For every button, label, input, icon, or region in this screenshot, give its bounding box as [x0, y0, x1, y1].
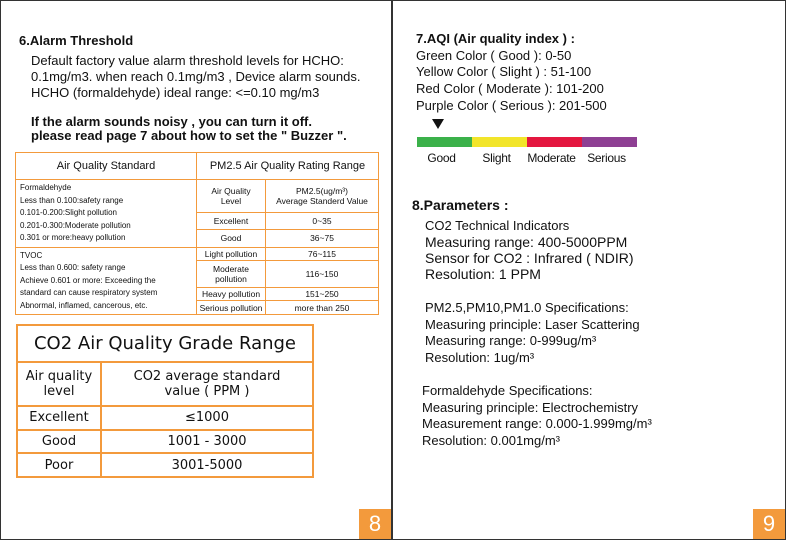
param-line: Resolution: 1 PPM [425, 266, 541, 282]
table-cell: Serious pollution [196, 300, 266, 315]
page-number: 9 [753, 509, 785, 539]
table-cell: Good [196, 229, 266, 248]
table-row: Moderate pollution 116~150 [16, 260, 379, 288]
param-block: PM2.5,PM10,PM1.0 Specifications: Measurin… [425, 300, 640, 367]
table-row: Excellent ≤1000 [16, 405, 314, 431]
co2-table: CO2 Air Quality Grade Range Air quality … [16, 324, 314, 478]
text-line: please read page 7 about how to set the … [31, 128, 347, 143]
text-line: PM2.5,PM10,PM1.0 Specifications: [425, 300, 629, 315]
color-segment [472, 137, 527, 147]
table-cell: Heavy pollution [196, 286, 266, 302]
text-line: Formaldehyde Specifications: [422, 383, 593, 398]
text-line: Yellow Color ( Slight ) : 51-100 [416, 64, 592, 80]
table-row: Excellent 0~35 [16, 211, 379, 231]
scale-label: Serious [587, 151, 626, 165]
table-cell: Excellent [196, 211, 266, 231]
text-line: HCHO (formaldehyde) ideal range: <=0.10 … [31, 85, 320, 100]
color-segment [527, 137, 582, 147]
scale-label: Slight [482, 151, 511, 165]
section-heading: 7.AQI (Air quality index ) : [416, 31, 575, 46]
table-cell: ≤1000 [100, 405, 314, 431]
text-line: Resolution: 1ug/m³ [425, 350, 535, 366]
table-row: Good 36~75 [16, 229, 379, 248]
text-line: 0.301 or more:heavy pollution [20, 233, 126, 242]
table-cell: Good [16, 428, 102, 455]
table-cell: Excellent [16, 405, 102, 431]
text-line: Measurement range: 0.000-1.999mg/m³ [422, 416, 652, 432]
text-line: Resolution: 0.001mg/m³ [422, 433, 561, 449]
scale-label: Moderate [527, 151, 576, 165]
param-line: Measuring range: 400-5000PPM [425, 234, 628, 250]
section-heading: 6.Alarm Threshold [19, 33, 134, 48]
text-line: TVOC [20, 250, 43, 260]
color-segment [417, 137, 472, 147]
tvoc-cell: TVOC Less than 0.600: safety range Achieve… [15, 246, 197, 315]
table-cell: 36~75 [265, 229, 379, 248]
table-row: Serious pollution more than 250 [16, 300, 379, 315]
text-line: Less than 0.600: safety range [20, 263, 126, 272]
text-line: Achieve 0.601 or more: Exceeding the [20, 275, 156, 285]
text-line: Measuring range: 0-999ug/m³ [425, 333, 597, 349]
table-header: Air quality level [16, 361, 102, 407]
color-segment [582, 137, 637, 147]
table-cell: 116~150 [265, 260, 379, 288]
aqi-lines: Green Color ( Good ): 0-50 Yellow Color (… [416, 48, 607, 115]
table-header: Air Quality Standard [15, 152, 197, 180]
paragraph: Default factory value alarm threshold le… [31, 53, 360, 101]
text-line: Green Color ( Good ): 0-50 [416, 47, 572, 63]
left-page: 6.Alarm Threshold Default factory value … [0, 0, 392, 540]
table-cell: 151~250 [265, 286, 379, 302]
table-header: PM2.5 Air Quality Rating Range [196, 152, 379, 180]
table-cell: 76~115 [265, 246, 379, 262]
text-line: 0.1mg/m3. when reach 0.1mg/m3 , Device a… [31, 69, 361, 84]
text-line: Abnormal, inflamed, cancerous, etc. [20, 300, 148, 310]
note: If the alarm sounds noisy , you can turn… [31, 115, 347, 143]
formaldehyde-cell: Formaldehyde Less than 0.100:safety range… [15, 179, 197, 248]
table-row: Poor 3001-5000 [16, 452, 314, 478]
table-cell: Air Quality Level [196, 179, 266, 213]
text-line: Measuring principle: Laser Scattering [425, 316, 640, 332]
text-line: standard can cause respiratory system [20, 288, 158, 297]
text-line: Red Color ( Moderate ): 101-200 [416, 81, 604, 97]
text-line: Less than 0.100:safety range [20, 195, 124, 205]
page-number: 8 [359, 509, 391, 539]
table-title: CO2 Air Quality Grade Range [16, 324, 314, 363]
table-cell: 3001-5000 [100, 452, 314, 478]
param-block: CO2 Technical Indicators Measuring range… [425, 218, 634, 282]
block-title: CO2 Technical Indicators [425, 218, 570, 233]
table-cell: Light pollution [196, 246, 266, 262]
pointer-icon [432, 119, 444, 129]
table-cell: more than 250 [265, 300, 379, 315]
table-cell: PM2.5(ug/m³) Average Standerd Value [265, 179, 379, 213]
text-line: Purple Color ( Serious ): 201-500 [416, 97, 607, 113]
standard-table: Air Quality Standard PM2.5 Air Quality R… [15, 152, 379, 315]
scale-label: Good [427, 151, 456, 165]
table-cell: 0~35 [265, 211, 379, 231]
aqi-section: 7.AQI (Air quality index ) : Green Color… [416, 31, 607, 115]
text-line: Formaldehyde [20, 183, 72, 192]
table-row: Good 1001 - 3000 [16, 428, 314, 455]
table-cell: Poor [16, 452, 102, 478]
param-line: Sensor for CO2 : Infrared ( NDIR) [425, 250, 634, 266]
table-row: TVOC Less than 0.600: safety range Achieve… [15, 246, 379, 315]
text-line: If the alarm sounds noisy , you can turn… [31, 114, 312, 129]
table-cell: Moderate pollution [196, 260, 266, 288]
section-heading: 8.Parameters : [412, 197, 509, 213]
table-row: Heavy pollution 151~250 [16, 286, 379, 302]
text-line: Measuring principle: Electrochemistry [422, 399, 639, 415]
table-header: CO2 average standard value ( PPM ) [100, 361, 314, 407]
table-cell: 1001 - 3000 [100, 428, 314, 455]
text-line: 0.201-0.300:Moderate pollution [20, 220, 131, 230]
right-page: 7.AQI (Air quality index ) : Green Color… [392, 0, 786, 540]
param-block: Formaldehyde Specifications: Measuring pr… [422, 383, 652, 450]
text-line: 0.101-0.200:Slight pollution [20, 208, 117, 217]
text-line: Default factory value alarm threshold le… [31, 53, 344, 68]
